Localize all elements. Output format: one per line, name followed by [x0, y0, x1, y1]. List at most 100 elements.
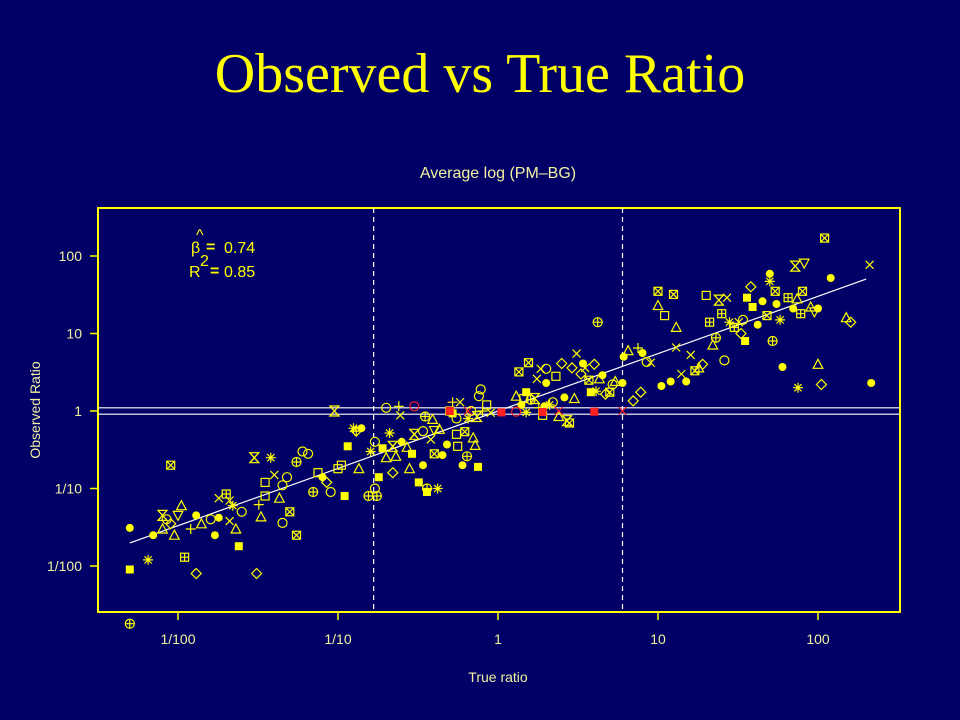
- data-point: [772, 300, 781, 308]
- data-point: [765, 269, 774, 278]
- data-point: [343, 442, 352, 451]
- data-point: [143, 554, 154, 565]
- data-point: [381, 402, 392, 413]
- r2-superscript: 2: [200, 253, 209, 270]
- data-point: [598, 371, 607, 380]
- data-point: [712, 294, 725, 306]
- data-point: [419, 461, 427, 470]
- data-point: [214, 513, 223, 522]
- data-point: [340, 492, 349, 500]
- data-point: [269, 470, 279, 480]
- y-tick-label: 1/10: [55, 481, 82, 497]
- data-point: [670, 321, 683, 332]
- data-point: [704, 317, 715, 327]
- data-point: [618, 379, 627, 387]
- data-point: [497, 408, 506, 417]
- data-point: [248, 452, 261, 464]
- data-point: [710, 332, 722, 343]
- data-point: [291, 456, 302, 468]
- data-point: [313, 468, 323, 478]
- data-point: [473, 391, 484, 402]
- data-point: [277, 517, 288, 529]
- data-point: [564, 418, 575, 428]
- data-point: [273, 491, 286, 503]
- data-point: [762, 311, 772, 321]
- data-point: [634, 386, 647, 399]
- data-point: [225, 516, 235, 526]
- data-point: [453, 441, 463, 451]
- data-point: [369, 436, 380, 447]
- data-point: [205, 514, 216, 525]
- beta-hat-accent: ^: [196, 227, 204, 244]
- data-point: [175, 499, 188, 511]
- data-point: [395, 410, 405, 420]
- data-point: [363, 490, 374, 502]
- data-point: [164, 517, 177, 530]
- r2-value: 0.85: [224, 264, 255, 281]
- data-point: [393, 401, 404, 412]
- data-point: [523, 358, 534, 368]
- data-point: [789, 260, 802, 272]
- data-point: [438, 451, 447, 460]
- data-point: [230, 522, 242, 534]
- data-point: [426, 413, 439, 424]
- data-point: [627, 395, 640, 407]
- data-point: [195, 517, 208, 529]
- data-point: [451, 429, 462, 439]
- data-point: [844, 316, 857, 329]
- data-point: [696, 358, 709, 371]
- data-point: [374, 473, 383, 482]
- data-point: [486, 408, 496, 418]
- data-point: [775, 314, 786, 325]
- data-point: [778, 363, 787, 371]
- data-point: [622, 344, 634, 356]
- data-point: [455, 397, 465, 407]
- data-point: [447, 397, 458, 408]
- data-point: [403, 462, 416, 474]
- data-point: [428, 425, 441, 437]
- data-point: [172, 510, 184, 522]
- data-point: [529, 392, 541, 405]
- fit-statistics: ^ β = 0.74 R 2 = 0.85: [189, 227, 255, 281]
- data-point: [682, 377, 691, 386]
- data-point: [591, 386, 601, 397]
- data-point: [618, 406, 627, 416]
- data-point: [819, 233, 830, 243]
- data-point: [686, 350, 696, 360]
- data-point: [798, 258, 811, 270]
- data-point: [826, 274, 835, 282]
- data-point: [566, 362, 578, 374]
- beta-symbol: β: [191, 240, 200, 257]
- data-point: [185, 524, 196, 534]
- data-point: [166, 460, 176, 470]
- data-point: [397, 437, 406, 446]
- data-point: [701, 290, 711, 300]
- data-point: [475, 384, 486, 395]
- data-point: [541, 363, 552, 374]
- data-point: [445, 407, 454, 415]
- data-point: [443, 440, 451, 449]
- data-point: [737, 314, 749, 325]
- y-tick-label: 1/100: [47, 558, 82, 574]
- plot-title: Average log (PM–BG): [420, 165, 576, 182]
- data-point: [586, 388, 595, 397]
- data-point: [555, 357, 568, 370]
- data-point: [414, 478, 423, 487]
- data-point: [607, 379, 618, 390]
- data-point: [210, 531, 219, 540]
- x-tick-label: 10: [650, 631, 666, 647]
- data-point: [291, 530, 302, 540]
- data-point: [386, 440, 399, 452]
- data-point: [253, 499, 264, 510]
- data-point: [521, 407, 532, 418]
- data-point: [192, 511, 201, 520]
- data-point: [568, 392, 581, 404]
- y-axis-ticks: 100 10 1 1/10 1/100: [47, 248, 98, 574]
- data-point: [308, 486, 319, 498]
- data-point: [812, 358, 824, 369]
- data-point: [797, 286, 808, 296]
- data-point: [724, 317, 735, 328]
- data-point: [371, 490, 382, 502]
- data-point: [668, 289, 679, 299]
